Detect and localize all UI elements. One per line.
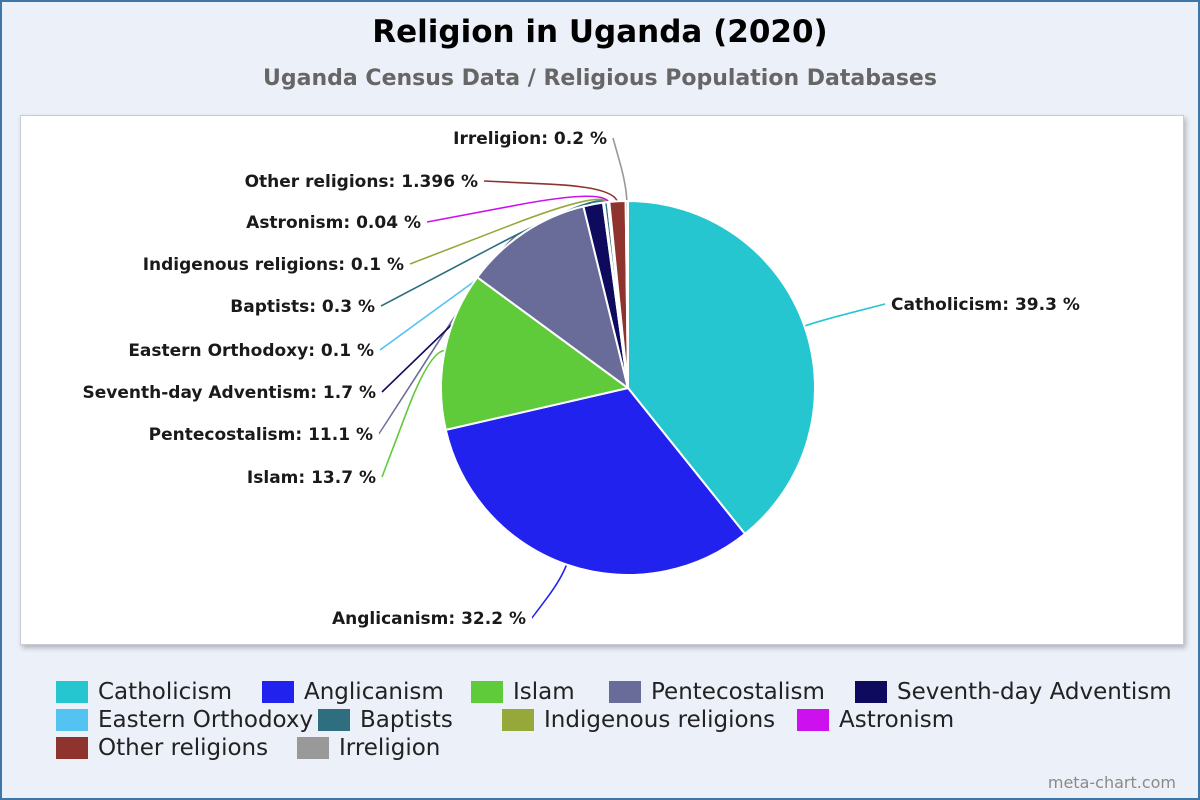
legend-label: Eastern Orthodoxy [98, 707, 314, 733]
legend-label: Seventh-day Adventism [897, 679, 1172, 705]
leader-line-irreligion [612, 137, 628, 204]
plot-area: Catholicism: 39.3 % Anglicanism: 32.2 % Is… [20, 115, 1184, 645]
data-label-catholicism: Catholicism: 39.3 % [891, 295, 1080, 315]
legend-label: Islam [513, 679, 575, 705]
data-label-irreligion: Irreligion: 0.2 % [453, 129, 607, 149]
chart-subtitle: Uganda Census Data / Religious Populatio… [263, 66, 937, 91]
credit-text[interactable]: meta-chart.com [1047, 773, 1176, 792]
leader-line-baptists [380, 200, 607, 307]
leader-line-other-religions [483, 180, 619, 204]
data-label-anglicanism: Anglicanism: 32.2 % [332, 609, 526, 629]
leader-line-anglicanism [531, 562, 569, 619]
legend-swatch [318, 709, 350, 731]
legend-swatch [502, 709, 534, 731]
data-label-seventh-day-adventism: Seventh-day Adventism: 1.7 % [83, 383, 377, 403]
legend-swatch [56, 709, 88, 731]
leader-line-islam [381, 349, 447, 478]
data-label-other-religions: Other religions: 1.396 % [245, 172, 478, 192]
legend-swatch [56, 681, 88, 703]
legend-label: Other religions [98, 735, 269, 761]
legend-item-pentecostalism[interactable]: Pentecostalism [609, 678, 825, 706]
legend-label: Astronism [839, 707, 955, 733]
slice-catholicism[interactable] [627, 199, 816, 536]
leader-line-catholicism [802, 303, 886, 328]
legend-item-islam[interactable]: Islam [471, 678, 575, 706]
leader-line-pentecostalism [378, 231, 526, 435]
pie-chart: Catholicism: 39.3 % Anglicanism: 32.2 % Is… [83, 129, 1080, 629]
slice-irreligion[interactable] [624, 199, 629, 389]
legend-label: Indigenous religions [544, 707, 776, 733]
data-label-pentecostalism: Pentecostalism: 11.1 % [149, 425, 373, 445]
legend-swatch [471, 681, 503, 703]
slice-islam[interactable] [440, 275, 631, 432]
leader-line-indigenous-religions [409, 198, 610, 265]
legend-item-other-religions[interactable]: Other religions [56, 734, 268, 762]
legend-item-eastern-orthodoxy[interactable]: Eastern Orthodoxy [56, 706, 313, 734]
legend-item-catholicism[interactable]: Catholicism [56, 678, 232, 706]
legend-swatch [797, 709, 829, 731]
leader-line-astronism [426, 195, 611, 223]
legend-label: Irreligion [339, 735, 441, 761]
legend-label: Catholicism [98, 679, 233, 705]
legend-label: Anglicanism [304, 679, 444, 705]
data-label-islam: Islam: 13.7 % [247, 468, 376, 488]
legend-swatch [56, 737, 88, 759]
data-label-astronism: Astronism: 0.04 % [246, 213, 421, 233]
legend-item-astronism[interactable]: Astronism [797, 706, 954, 734]
data-label-eastern-orthodoxy: Eastern Orthodoxy: 0.1 % [128, 341, 374, 361]
data-label-indigenous-religions: Indigenous religions: 0.1 % [143, 255, 404, 275]
legend-item-indigenous-religions[interactable]: Indigenous religions [502, 706, 775, 734]
legend-item-baptists[interactable]: Baptists [318, 706, 453, 734]
legend-swatch [609, 681, 641, 703]
legend-swatch [262, 681, 294, 703]
legend-label: Baptists [360, 707, 453, 733]
data-label-baptists: Baptists: 0.3 % [230, 297, 375, 317]
legend-item-anglicanism[interactable]: Anglicanism [262, 678, 444, 706]
legend-swatch [297, 737, 329, 759]
slice-pentecostalism[interactable] [475, 205, 630, 391]
legend-item-irreligion[interactable]: Irreligion [297, 734, 440, 762]
slice-anglicanism[interactable] [444, 386, 747, 576]
legend-item-seventh-day-adventism[interactable]: Seventh-day Adventism [855, 678, 1172, 706]
chart-title: Religion in Uganda (2020) [372, 14, 828, 50]
legend-swatch [855, 681, 887, 703]
legend-label: Pentecostalism [651, 679, 825, 705]
